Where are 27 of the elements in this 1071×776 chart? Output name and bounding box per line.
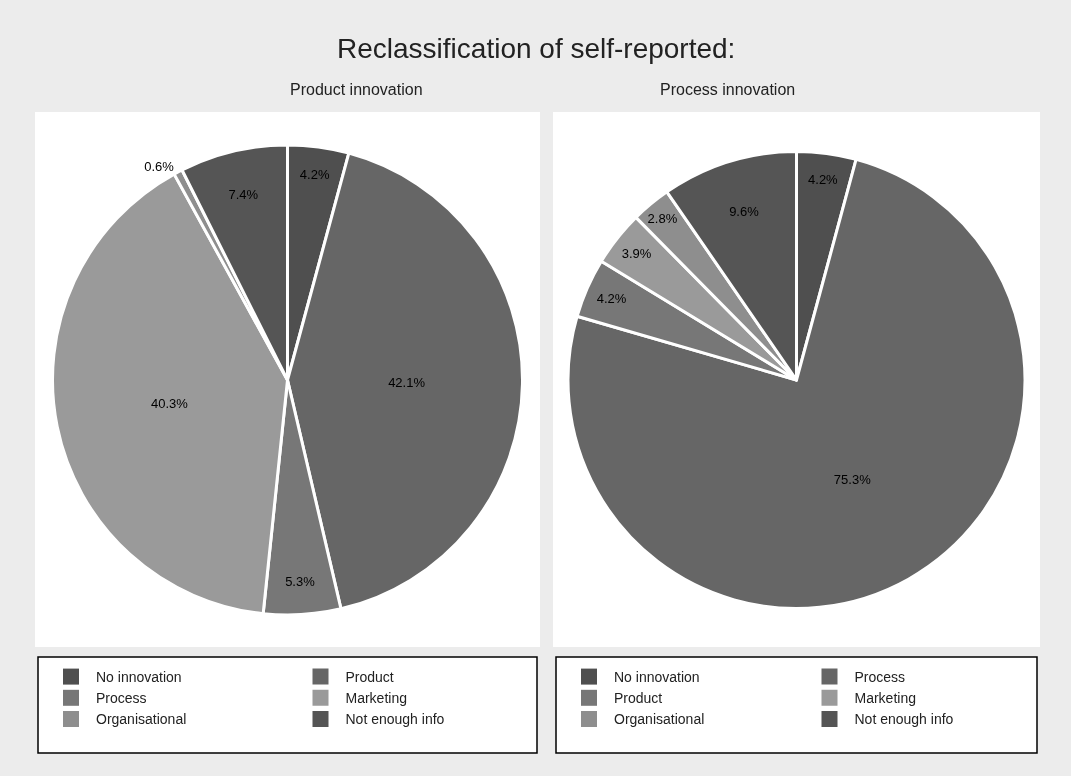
data-label: 4.2% bbox=[808, 172, 839, 188]
data-label: 0.6% bbox=[144, 158, 175, 174]
data-label: 7.4% bbox=[228, 186, 259, 202]
legend-label: No innovation bbox=[614, 669, 700, 686]
chart-subtitle: Process innovation bbox=[660, 81, 796, 98]
chart-subtitle: Product innovation bbox=[290, 81, 423, 98]
data-label: 5.3% bbox=[285, 573, 316, 589]
data-label: 40.3% bbox=[150, 396, 189, 412]
legend-label: Marketing bbox=[345, 690, 407, 707]
chart-title: Reclassification of self-reported: bbox=[337, 33, 736, 64]
data-label: 4.2% bbox=[596, 291, 627, 307]
legend-label: Organisational bbox=[96, 711, 187, 728]
data-label: 3.9% bbox=[621, 246, 652, 262]
data-label: 42.1% bbox=[388, 374, 426, 390]
data-label: 9.6% bbox=[729, 204, 760, 220]
legend-label: Marketing bbox=[854, 690, 916, 707]
legend-label: Product bbox=[345, 669, 394, 686]
legend-label: Process bbox=[854, 669, 906, 686]
legend-label: No innovation bbox=[96, 669, 182, 686]
legend-label: Process bbox=[96, 690, 147, 707]
legend-label: Not enough info bbox=[345, 711, 445, 728]
legend-label: Product bbox=[614, 690, 663, 707]
data-label: 75.3% bbox=[833, 472, 872, 488]
legend-label: Not enough info bbox=[854, 711, 954, 728]
legend-label: Organisational bbox=[614, 711, 705, 728]
data-label: 2.8% bbox=[647, 210, 678, 226]
data-label: 4.2% bbox=[299, 166, 330, 182]
